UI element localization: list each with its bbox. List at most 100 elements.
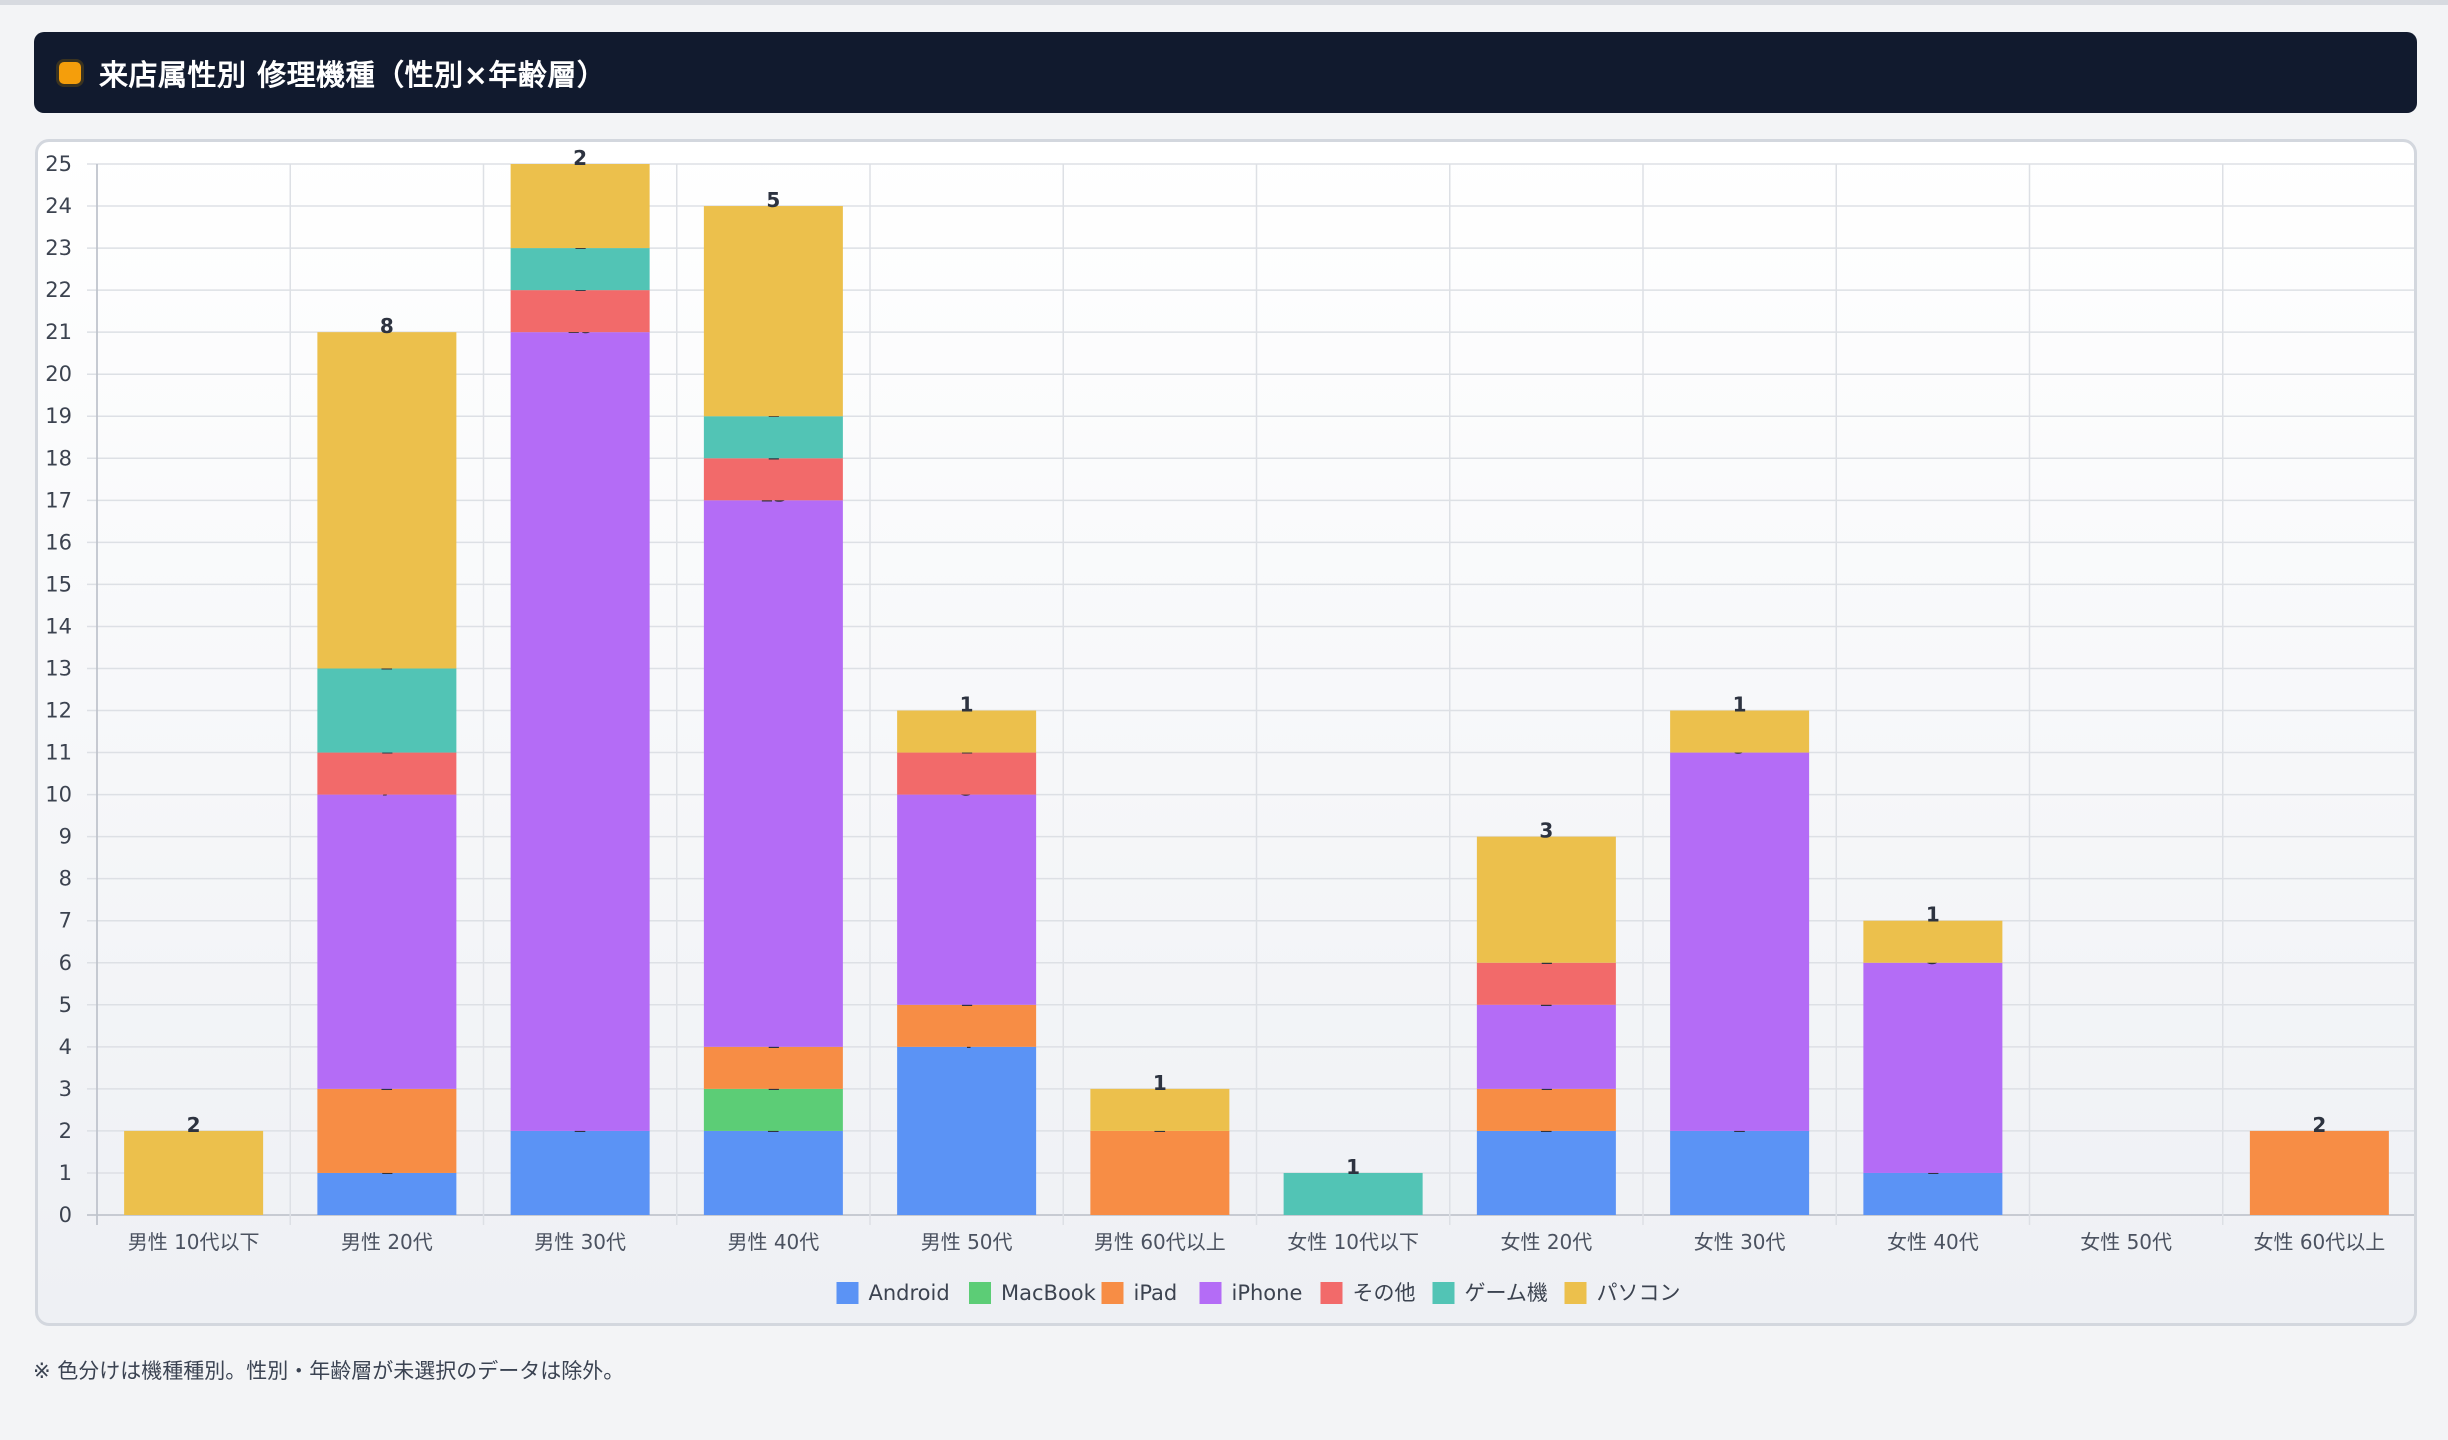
bar-segment[interactable]	[1863, 1172, 2003, 1215]
top-border	[0, 0, 2448, 5]
bar-segment[interactable]	[1283, 1172, 1423, 1215]
bar-segment[interactable]	[1670, 1130, 1810, 1215]
bar-segment[interactable]	[1090, 1130, 1230, 1215]
bar-segment[interactable]	[703, 500, 843, 1047]
bar-segment[interactable]	[1476, 1130, 1616, 1215]
y-tick-label: 22	[45, 278, 72, 302]
x-tick-label: 女性 20代	[1500, 1230, 1592, 1254]
data-label: 2	[2312, 1113, 2326, 1137]
legend-item[interactable]: iPad	[1134, 1281, 1178, 1305]
x-tick-label: 男性 30代	[534, 1230, 626, 1254]
y-tick-label: 21	[45, 320, 72, 344]
y-tick-label: 16	[45, 530, 72, 554]
bar-segment[interactable]	[1476, 962, 1616, 1005]
x-tick-label: 女性 30代	[1694, 1230, 1786, 1254]
bar-segment[interactable]	[1863, 962, 2003, 1173]
bar-segment[interactable]	[2249, 1130, 2389, 1215]
y-tick-label: 12	[45, 699, 72, 723]
x-tick-label: 女性 10代以下	[1287, 1230, 1419, 1254]
x-tick-label: 女性 50代	[2080, 1230, 2172, 1254]
bar-segment[interactable]	[897, 752, 1037, 795]
bar-segment[interactable]	[317, 1172, 457, 1215]
data-label: 3	[1539, 819, 1553, 843]
bar-segment[interactable]	[1476, 1088, 1616, 1131]
chart-card: 0 1 2 3 4 5 6 7 8 9 10 11 12 13 14 15 16 17 18 19 20 21 22 23 24…	[35, 139, 2417, 1326]
data-label: 1	[1733, 693, 1747, 717]
legend-item[interactable]: パソコン	[1597, 1281, 1681, 1305]
data-label: 1	[1153, 1071, 1167, 1095]
y-tick-label: 15	[45, 572, 72, 596]
bar-segment[interactable]	[897, 794, 1037, 1005]
legend-item[interactable]: ゲーム機	[1465, 1281, 1548, 1305]
x-tick-label: 女性 40代	[1887, 1230, 1979, 1254]
bar-segment[interactable]	[510, 290, 650, 333]
y-tick-label: 2	[59, 1119, 72, 1143]
y-tick-label: 1	[59, 1161, 72, 1185]
y-tick-label: 20	[45, 362, 72, 386]
bar-segment[interactable]	[1090, 1088, 1230, 1131]
legend-swatch	[836, 1282, 859, 1304]
bar-segment[interactable]	[703, 416, 843, 459]
bar-segment[interactable]	[703, 1088, 843, 1131]
y-tick-label: 10	[45, 783, 72, 807]
bar-segment[interactable]	[317, 752, 457, 795]
y-tick-label: 8	[59, 867, 72, 891]
y-tick-label: 19	[45, 404, 72, 428]
legend-item[interactable]: iPhone	[1232, 1281, 1303, 1305]
y-tick-label: 4	[59, 1035, 72, 1059]
y-tick-label: 14	[45, 614, 72, 638]
bar-segment[interactable]	[897, 1046, 1037, 1215]
bar-segment[interactable]	[703, 1130, 843, 1215]
y-tick-label: 0	[59, 1203, 72, 1227]
bar-segment[interactable]	[510, 248, 650, 291]
data-label: 1	[1926, 903, 1940, 927]
bar-segment[interactable]	[124, 1130, 264, 1215]
bar-segment[interactable]	[317, 1088, 457, 1173]
legend-swatch	[1320, 1282, 1343, 1304]
y-tick-label: 7	[59, 909, 72, 933]
bar-segment[interactable]	[703, 1046, 843, 1089]
bar-segment[interactable]	[897, 710, 1037, 753]
y-tick-label: 25	[45, 152, 72, 176]
bar-segment[interactable]	[510, 1130, 650, 1215]
y-tick-label: 13	[45, 656, 72, 680]
data-label: 2	[187, 1113, 201, 1137]
panel-title: 来店属性別 修理機種（性別×年齢層）	[99, 57, 607, 92]
x-tick-label: 男性 60代以上	[1094, 1230, 1226, 1254]
legend-item[interactable]: Android	[869, 1281, 950, 1305]
data-label: 8	[380, 314, 394, 338]
panel-header: 来店属性別 修理機種（性別×年齢層）	[34, 32, 2417, 113]
bar-segment[interactable]	[1476, 1004, 1616, 1089]
bar-segment[interactable]	[1670, 752, 1810, 1131]
chart-footnote: ※ 色分けは機種種別。性別・年齢層が未選択のデータは除外。	[33, 1359, 625, 1383]
y-tick-label: 18	[45, 446, 72, 470]
legend-swatch	[1199, 1282, 1222, 1304]
legend-item[interactable]: その他	[1353, 1281, 1416, 1305]
x-tick-label: 男性 20代	[341, 1230, 433, 1254]
y-tick-label: 6	[59, 951, 72, 975]
data-label: 1	[960, 693, 974, 717]
bar-segment[interactable]	[317, 668, 457, 753]
legend-swatch	[969, 1282, 991, 1304]
x-tick-label: 男性 50代	[921, 1230, 1013, 1254]
bar-segment[interactable]	[317, 794, 457, 1089]
bar-segment[interactable]	[510, 164, 650, 249]
legend-item[interactable]: MacBook	[1001, 1281, 1097, 1305]
bar-segment[interactable]	[1670, 710, 1810, 753]
data-label: 5	[766, 188, 780, 212]
header-swatch-icon	[59, 61, 81, 84]
bar-segment[interactable]	[897, 1004, 1037, 1047]
bar-segment[interactable]	[703, 206, 843, 417]
y-tick-label: 11	[45, 741, 72, 765]
data-label: 2	[573, 146, 587, 170]
x-tick-label: 男性 10代以下	[128, 1230, 260, 1254]
bar-segment[interactable]	[703, 458, 843, 501]
data-label: 1	[1346, 1155, 1360, 1179]
bar-segment[interactable]	[1476, 836, 1616, 963]
x-tick-label: 女性 60代以上	[2253, 1230, 2385, 1254]
y-tick-label: 5	[59, 993, 72, 1017]
bar-segment[interactable]	[1863, 920, 2003, 963]
bar-segment[interactable]	[317, 332, 457, 669]
bar-segment[interactable]	[510, 332, 650, 1131]
y-tick-label: 23	[45, 236, 72, 260]
